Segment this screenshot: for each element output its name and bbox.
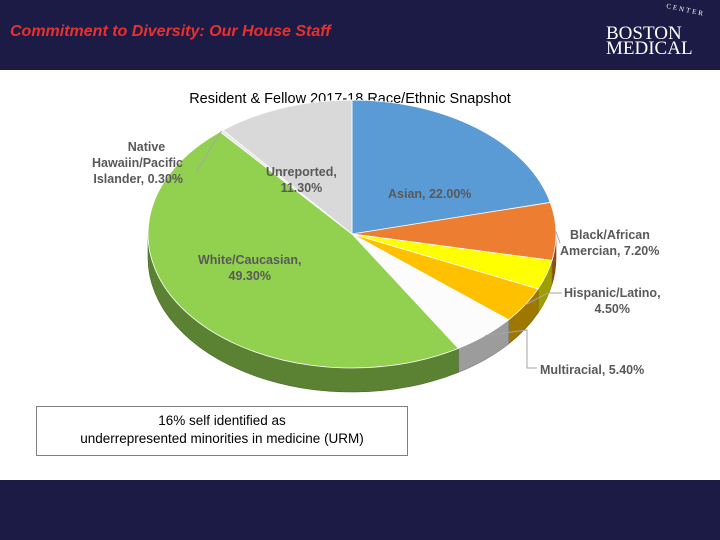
header-bar: Commitment to Diversity: Our House Staff… xyxy=(0,0,720,70)
logo-line-medical: MEDICAL xyxy=(606,38,693,59)
chart-title: Resident & Fellow 2017-18 Race/Ethnic Sn… xyxy=(189,91,511,107)
label-multiracial: Multiracial, 5.40% xyxy=(540,362,644,378)
leader-line-black-african-amercian xyxy=(555,231,561,244)
label-unreported-line2: 11.30% xyxy=(280,181,323,195)
label-unreported-line1: Unreported, xyxy=(266,165,337,179)
boston-medical-logo: CENTER BOSTON MEDICAL xyxy=(602,2,712,64)
label-black-african: Black/African Amercian, 7.20% xyxy=(560,227,659,259)
slide-title: Commitment to Diversity: Our House Staff xyxy=(10,23,331,40)
label-unreported: Unreported, 11.30% xyxy=(266,164,337,196)
label-black-line1: Black/African xyxy=(570,228,650,242)
label-asian: Asian, 22.00% xyxy=(388,186,471,202)
label-native-hawaiian: Native Hawaiin/Pacific Islander, 0.30% xyxy=(92,139,183,187)
label-white-line2: 49.30% xyxy=(228,269,271,283)
label-asian-text: Asian, 22.00% xyxy=(388,187,472,201)
label-hispanic: Hispanic/Latino, 4.50% xyxy=(564,285,661,317)
label-hispanic-line2: 4.50% xyxy=(594,302,630,316)
label-native-line3: Islander, 0.30% xyxy=(93,172,184,186)
label-white-line1: White/Caucasian, xyxy=(198,253,302,267)
label-native-line2: Hawaiin/Pacific xyxy=(92,156,184,170)
urm-note-line1: 16% self identified as xyxy=(158,413,286,428)
label-multiracial-text: Multiracial, 5.40% xyxy=(540,363,645,377)
pie-slice-white-caucasian xyxy=(147,131,460,369)
leader-line-native-hawaiin-pacific-islander xyxy=(195,130,222,173)
leader-line-multiracial xyxy=(485,329,537,369)
pie-slice-unreported xyxy=(222,99,353,235)
logo-line-boston: BOSTON xyxy=(606,23,682,44)
label-white-caucasian: White/Caucasian, 49.30% xyxy=(198,252,302,284)
label-black-line2: Amercian, 7.20% xyxy=(560,244,660,258)
leader-line-hispanic-latino xyxy=(524,292,562,306)
footer-bar xyxy=(0,480,720,540)
urm-note-box: 16% self identified as underrepresented … xyxy=(36,406,408,456)
urm-note-line2: underrepresented minorities in medicine … xyxy=(80,431,364,446)
label-hispanic-line1: Hispanic/Latino, xyxy=(564,286,661,300)
pie-slice-asian xyxy=(351,99,551,235)
label-native-line1: Native xyxy=(127,140,166,154)
